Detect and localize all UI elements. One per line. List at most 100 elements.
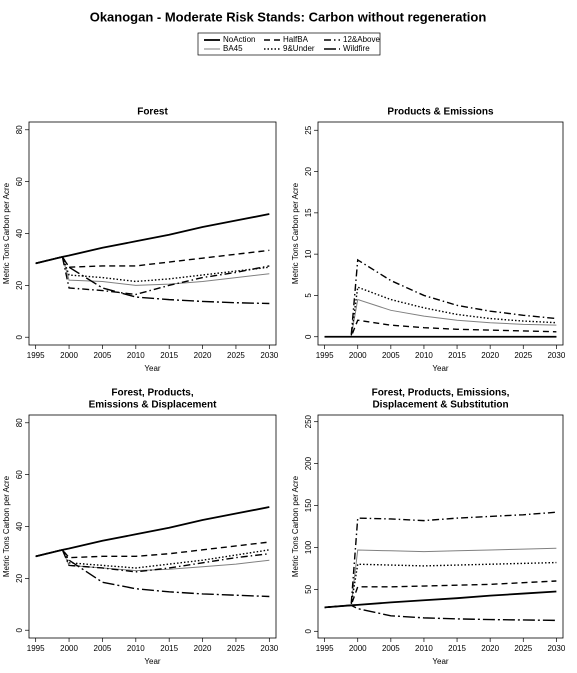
x-axis-label: Year (144, 657, 161, 666)
y-tick-label: 40 (15, 229, 24, 238)
x-axis-label: Year (432, 364, 449, 373)
x-tick-label: 2025 (227, 644, 245, 653)
x-axis-label: Year (432, 657, 449, 666)
y-tick-label: 20 (15, 280, 24, 289)
x-tick-label: 2030 (547, 644, 565, 653)
plot-frame (28, 414, 277, 639)
x-tick-label: 2010 (127, 644, 145, 653)
series-line (324, 580, 557, 609)
series-line (35, 549, 270, 572)
y-tick-label: 0 (15, 334, 24, 339)
series-line (324, 604, 557, 622)
x-tick-label: 1995 (27, 351, 45, 360)
x-tick-label: 2020 (194, 351, 212, 360)
series-line (35, 549, 270, 573)
y-axis-label: Metric Tons Carbon per Acre (291, 475, 300, 577)
panel-title: Forest, Products, Emissions, (372, 388, 510, 399)
y-tick-label: 80 (15, 125, 24, 134)
x-axis-label: Year (144, 364, 161, 373)
y-tick-label: 0 (15, 627, 24, 632)
legend-box (197, 32, 381, 56)
y-tick-label: 150 (304, 498, 313, 512)
series-line (35, 256, 270, 283)
y-tick-label: 0 (304, 334, 313, 339)
x-tick-label: 2010 (415, 644, 433, 653)
y-tick-label: 0 (304, 629, 313, 634)
series-line (35, 506, 270, 558)
x-tick-label: 2025 (514, 644, 532, 653)
plot-frame (28, 121, 277, 346)
x-tick-label: 2000 (60, 351, 78, 360)
y-tick-label: 60 (15, 470, 24, 479)
legend-label: NoAction (223, 35, 255, 44)
series-line (35, 255, 270, 296)
y-tick-label: 25 (304, 125, 313, 134)
x-tick-label: 2025 (514, 351, 532, 360)
plot-frame (317, 414, 564, 639)
y-tick-label: 20 (15, 573, 24, 582)
x-tick-label: 2025 (227, 351, 245, 360)
x-tick-label: 2005 (94, 351, 112, 360)
x-tick-label: 2015 (160, 351, 178, 360)
x-tick-label: 2030 (260, 351, 278, 360)
y-tick-label: 40 (15, 522, 24, 531)
x-tick-label: 1995 (27, 644, 45, 653)
x-tick-label: 2005 (94, 644, 112, 653)
y-tick-label: 60 (15, 177, 24, 186)
x-tick-label: 2000 (60, 644, 78, 653)
x-tick-label: 2010 (127, 351, 145, 360)
series-line (324, 561, 557, 609)
x-tick-label: 2020 (481, 644, 499, 653)
y-tick-label: 200 (304, 456, 313, 470)
x-tick-label: 2005 (382, 644, 400, 653)
legend-label: 9&Under (283, 44, 315, 53)
legend-label: HalfBA (283, 35, 309, 44)
x-tick-label: 2015 (160, 644, 178, 653)
series-line (324, 547, 557, 608)
y-axis-label: Metric Tons Carbon per Acre (2, 475, 11, 577)
x-tick-label: 2015 (448, 351, 466, 360)
series-line (324, 258, 557, 338)
series-line (324, 511, 557, 609)
y-tick-label: 100 (304, 540, 313, 554)
x-tick-label: 1995 (316, 351, 334, 360)
y-tick-label: 10 (304, 249, 313, 258)
series-line (35, 549, 270, 598)
legend-label: 12&Above (343, 35, 380, 44)
series-line (35, 249, 270, 268)
x-tick-label: 2030 (260, 644, 278, 653)
panel-title: Forest, Products, (111, 388, 193, 399)
x-tick-label: 2010 (415, 351, 433, 360)
series-line (324, 286, 557, 338)
x-tick-label: 2000 (349, 644, 367, 653)
x-tick-label: 2005 (382, 351, 400, 360)
series-line (35, 256, 270, 305)
x-tick-label: 2030 (547, 351, 565, 360)
series-line (35, 541, 270, 559)
figure-title: Okanogan - Moderate Risk Stands: Carbon … (90, 9, 487, 24)
series-line (324, 590, 557, 609)
y-axis-label: Metric Tons Carbon per Acre (2, 182, 11, 284)
y-tick-label: 15 (304, 208, 313, 217)
panel-title: Products & Emissions (387, 107, 494, 118)
panel-title: Displacement & Substitution (372, 400, 508, 411)
series-line (35, 256, 270, 286)
plot-frame (317, 121, 564, 346)
series-line (35, 213, 270, 265)
x-tick-label: 1995 (316, 644, 334, 653)
x-tick-label: 2015 (448, 644, 466, 653)
y-tick-label: 250 (304, 414, 313, 428)
y-tick-label: 80 (15, 418, 24, 427)
y-axis-label: Metric Tons Carbon per Acre (291, 182, 300, 284)
series-line (324, 298, 557, 338)
panel-title: Emissions & Displacement (89, 400, 217, 411)
y-tick-label: 20 (304, 167, 313, 176)
legend-label: BA45 (223, 44, 243, 53)
y-tick-label: 5 (304, 293, 313, 298)
legend-label: Wildfire (343, 44, 370, 53)
series-line (324, 319, 557, 338)
x-tick-label: 2020 (194, 644, 212, 653)
panel-title: Forest (137, 107, 168, 118)
y-tick-label: 50 (304, 584, 313, 593)
